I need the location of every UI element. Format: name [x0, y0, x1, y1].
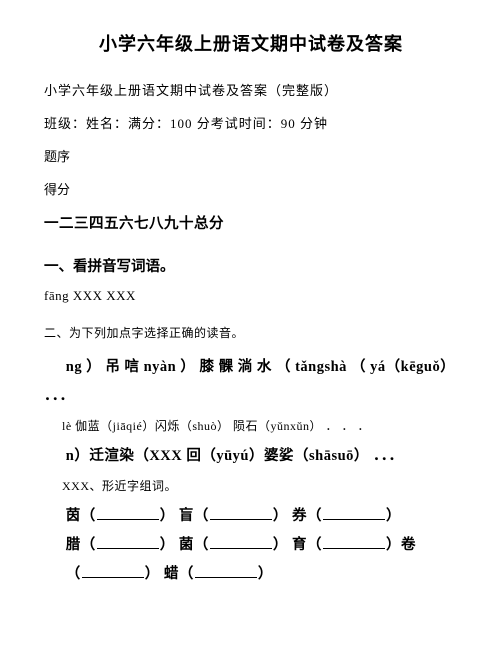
- fill-row-2: 腊（ ） 菌（ ） 育（ ）卷: [44, 531, 458, 560]
- fill-row-1: 茵（ ） 盲（ ） 券（ ）: [44, 502, 458, 531]
- info-line: 班级：姓名：满分：100 分考试时间：90 分钟: [44, 113, 458, 132]
- fill-1d: ）: [386, 508, 401, 524]
- question-1: ng ） 吊 唁 nyàn ） 膝 髁 淌 水 （ tǎngshà （ yá（k…: [44, 353, 458, 411]
- fill-row-3: （ ） 蜡（ ）: [44, 560, 458, 589]
- fill-2d: ）卷: [386, 537, 416, 553]
- pinyin-line: fāng XXX XXX: [44, 288, 458, 304]
- question-2: n）迁渲染（XXX 回（yūyú）婆娑（shāsuō） ．．．: [44, 442, 458, 471]
- blank: [97, 536, 159, 549]
- fill-3a: （: [66, 566, 81, 582]
- subtitle: 小学六年级上册语文期中试卷及答案（完整版）: [44, 80, 458, 99]
- blank: [210, 536, 272, 549]
- fill-1b: ） 盲（: [160, 508, 209, 524]
- question-1-sub: lè 伽蓝（jiāqié）闪烁（shuò） 陨石（yǔnxǔn） ． ． ．: [44, 415, 458, 438]
- blank: [195, 565, 257, 578]
- tixu-label: 题序: [44, 146, 458, 165]
- fill-3b: ） 蜡（: [145, 566, 194, 582]
- fill-2a: 腊（: [66, 537, 96, 553]
- section-1-head: 一、看拼音写词语。: [44, 255, 458, 276]
- section-2-head: 二、为下列加点字选择正确的读音。: [44, 324, 458, 341]
- fill-2b: ） 菌（: [160, 537, 209, 553]
- blank: [323, 507, 385, 520]
- fill-1c: ） 券（: [273, 508, 322, 524]
- section-3-head: XXX、形近字组词。: [44, 475, 458, 498]
- blank: [210, 507, 272, 520]
- blank: [323, 536, 385, 549]
- blank: [82, 565, 144, 578]
- numbers-row: 一二三四五六七八九十总分: [44, 212, 458, 233]
- page-title: 小学六年级上册语文期中试卷及答案: [44, 30, 458, 56]
- blank: [97, 507, 159, 520]
- fill-2c: ） 育（: [273, 537, 322, 553]
- fill-3c: ）: [258, 566, 273, 582]
- defen-label: 得分: [44, 179, 458, 198]
- fill-1a: 茵（: [66, 508, 96, 524]
